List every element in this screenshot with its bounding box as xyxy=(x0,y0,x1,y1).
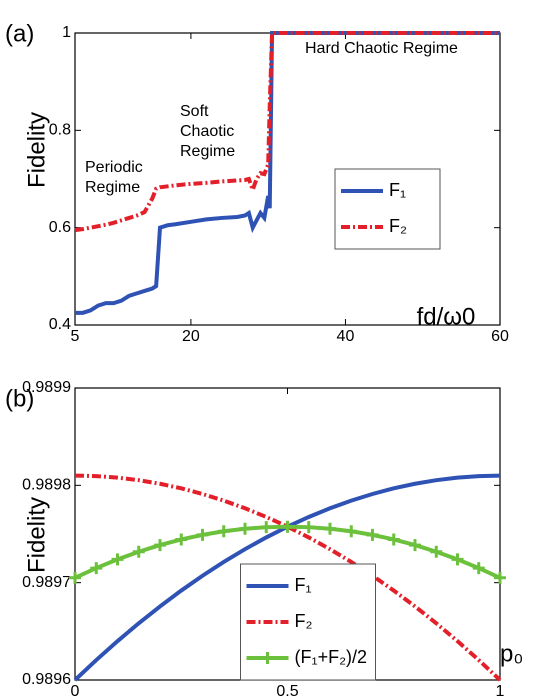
point-marker xyxy=(217,525,230,538)
point-marker xyxy=(366,528,379,541)
point-marker xyxy=(90,562,103,575)
y-tick-label: 0.9899 xyxy=(22,379,71,396)
series-line xyxy=(75,31,500,315)
point-marker xyxy=(239,522,251,535)
point-marker xyxy=(69,571,81,584)
x-tick-label: 0 xyxy=(71,683,80,699)
point-marker xyxy=(345,525,358,538)
x-tick-label: 40 xyxy=(337,328,355,345)
point-marker xyxy=(196,528,209,541)
series-line xyxy=(74,31,500,233)
panel-label: (b) xyxy=(5,385,34,412)
annotation: Chaotic xyxy=(180,123,234,140)
x-tick-label: 20 xyxy=(182,328,200,345)
point-marker xyxy=(175,533,188,546)
legend-label: F₂ xyxy=(295,611,313,631)
annotation: Periodic xyxy=(85,159,143,176)
legend-label: F₂ xyxy=(389,216,407,236)
panel-label: (a) xyxy=(5,20,34,47)
y-tick-label: 0.4 xyxy=(49,316,71,333)
y-tick-label: 0.6 xyxy=(49,219,71,236)
y-tick-label: 0.9897 xyxy=(22,574,71,591)
x-tick-label: 60 xyxy=(491,328,509,345)
point-marker xyxy=(111,553,124,566)
y-tick-label: 0.9896 xyxy=(22,671,71,688)
y-tick-label: 1 xyxy=(62,24,71,41)
x-axis-label: p₀ xyxy=(500,640,523,667)
y-axis-label: Fidelity xyxy=(23,112,50,188)
x-tick-label: 0.5 xyxy=(276,683,298,699)
legend: F₁ F₂ (F₁+F₂)/2 xyxy=(240,563,376,681)
point-marker xyxy=(324,522,336,535)
y-tick-label: 0.9898 xyxy=(22,477,71,494)
legend: F₁ F₂ xyxy=(334,168,441,250)
series-line xyxy=(74,473,502,682)
point-marker xyxy=(494,571,506,584)
point-marker xyxy=(154,539,166,552)
point-marker xyxy=(281,520,294,533)
point-marker xyxy=(451,553,464,566)
point-marker xyxy=(409,539,421,552)
point-marker xyxy=(472,562,485,575)
annotation: Regime xyxy=(180,143,235,160)
point-marker xyxy=(260,521,273,534)
y-tick-label: 0.8 xyxy=(49,122,71,139)
legend-label: F₁ xyxy=(295,575,312,595)
annotation: Soft xyxy=(180,103,209,120)
x-tick-label: 1 xyxy=(496,683,505,699)
point-marker xyxy=(302,521,315,534)
y-axis-label: Fidelity xyxy=(23,497,50,573)
x-axis-label: fd/ω0 xyxy=(417,303,476,330)
legend-label: (F₁+F₂)/2 xyxy=(295,647,368,667)
legend-marker xyxy=(261,652,274,664)
x-tick-label: 5 xyxy=(71,328,80,345)
annotation: Regime xyxy=(85,179,140,196)
legend-label: F₁ xyxy=(389,180,406,200)
point-marker xyxy=(430,545,443,558)
legend-box xyxy=(240,563,376,681)
annotation: Hard Chaotic Regime xyxy=(305,40,458,57)
point-marker xyxy=(132,545,145,558)
legend-box xyxy=(334,168,441,250)
point-marker xyxy=(387,533,400,546)
